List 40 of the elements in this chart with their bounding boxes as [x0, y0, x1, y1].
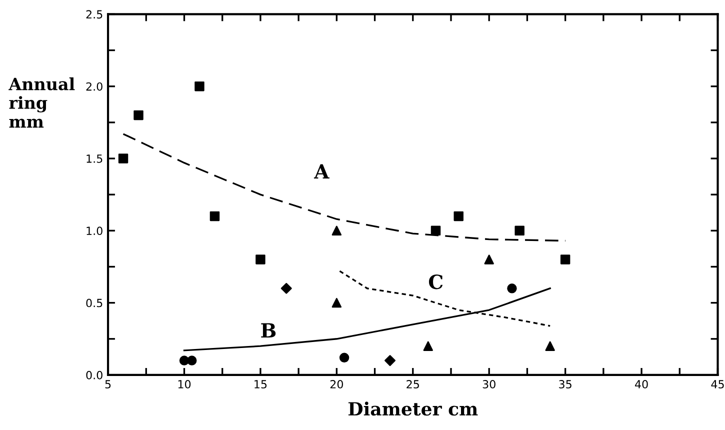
point [514, 226, 524, 236]
point [280, 282, 292, 294]
x-axis-title: Diameter cm [348, 402, 478, 416]
line-series [122, 133, 566, 242]
point [484, 254, 494, 264]
x-tick-label: 20 [330, 380, 344, 388]
point [256, 254, 266, 264]
x-tick-label: 35 [559, 380, 572, 388]
x-tick-label: 15 [254, 380, 267, 388]
y-tick-label: 0.5 [86, 298, 102, 308]
x-tick-label: 25 [406, 380, 419, 388]
y-axis-title: Annual ring mm [8, 77, 75, 128]
point [194, 81, 204, 92]
x-tick-label: 10 [178, 380, 191, 388]
y-tick-label: 1.0 [86, 226, 102, 236]
point [187, 356, 197, 366]
y-tick-label: 0.0 [86, 370, 102, 380]
y-tick-label: 2.0 [86, 82, 102, 91]
point [210, 211, 220, 222]
y-tick-label: 2.5 [86, 10, 102, 19]
series-label: B [261, 323, 276, 338]
x-tick-label: 30 [482, 380, 496, 388]
point [560, 254, 570, 264]
x-tick-label: 45 [711, 380, 724, 388]
point [430, 226, 441, 236]
x-tick-label: 40 [635, 380, 648, 388]
point [134, 110, 144, 120]
point [545, 341, 555, 351]
series-label: C [428, 274, 443, 290]
point [507, 284, 517, 294]
point [332, 298, 342, 308]
point [423, 341, 433, 351]
point [384, 355, 396, 366]
x-tick-label: 5 [105, 380, 111, 388]
point [454, 211, 464, 222]
point [339, 352, 350, 363]
point [332, 226, 342, 236]
y-tick-label: 1.5 [86, 154, 102, 163]
point [118, 154, 128, 164]
series-label: A [314, 164, 330, 178]
